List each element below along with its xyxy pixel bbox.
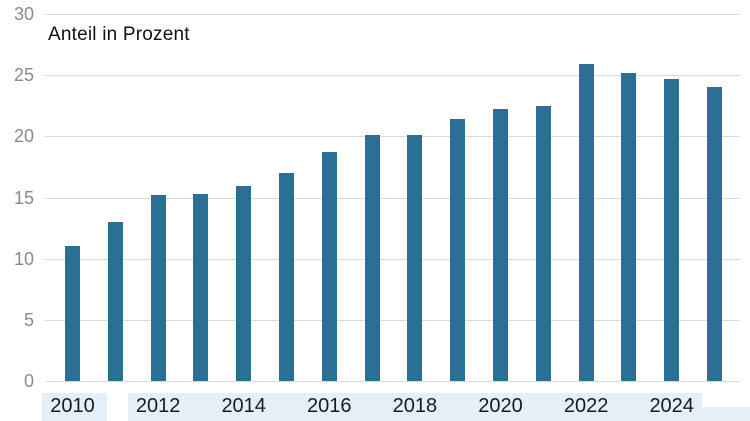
x-axis-tick-label-2020: 2020 (478, 395, 523, 417)
y-axis-tick-label: 5 (23, 309, 34, 330)
bar-2016 (321, 152, 337, 381)
y-axis-tick-label: 0 (23, 371, 34, 391)
gridline-y-15 (45, 197, 740, 199)
bar-2017 (364, 135, 380, 381)
selection-gap-notch (702, 393, 750, 407)
x-axis-tick-label-2014: 2014 (221, 395, 266, 417)
bar-2023 (621, 72, 637, 381)
bar-2012 (150, 195, 166, 381)
gridline-y-25 (45, 75, 740, 77)
x-axis-tick-label-2010: 2010 (50, 395, 95, 417)
bar-2011 (107, 221, 123, 381)
selection-highlight-band (128, 393, 750, 421)
y-axis-tick-label: 30 (13, 4, 34, 24)
x-axis-tick-label-2022: 2022 (563, 395, 609, 417)
gridline-y-5 (45, 319, 740, 321)
gridline-y-20 (45, 136, 740, 138)
bar-2019 (450, 119, 466, 381)
y-axis-tick-label: 15 (13, 187, 34, 208)
bar-2025 (707, 87, 722, 381)
bar-2010 (65, 246, 80, 381)
bar-2015 (279, 173, 294, 381)
selection-highlight-2010-box (42, 393, 107, 421)
x-axis-tick-label-2012: 2012 (135, 395, 181, 417)
bar-2021 (535, 105, 551, 381)
gridline-y-0 (45, 381, 740, 382)
gridline-y-10 (45, 258, 740, 260)
bar-2014 (236, 186, 252, 381)
bar-2018 (407, 135, 423, 381)
y-axis-tick-label: 25 (13, 65, 34, 86)
bar-2024 (664, 78, 680, 381)
bar-2013 (193, 193, 209, 381)
x-axis-tick-label-2024: 2024 (649, 395, 694, 417)
x-axis-tick-label-2018: 2018 (392, 395, 438, 417)
bar-2020 (493, 109, 508, 381)
gridline-y-30 (45, 14, 740, 15)
y-axis-tick-label: 10 (13, 248, 34, 269)
y-axis-tick-label: 20 (13, 126, 34, 147)
x-axis-tick-label-2016: 2016 (307, 395, 352, 417)
chart-title: Anteil in Prozent (48, 24, 190, 45)
bar-2022 (578, 64, 594, 381)
